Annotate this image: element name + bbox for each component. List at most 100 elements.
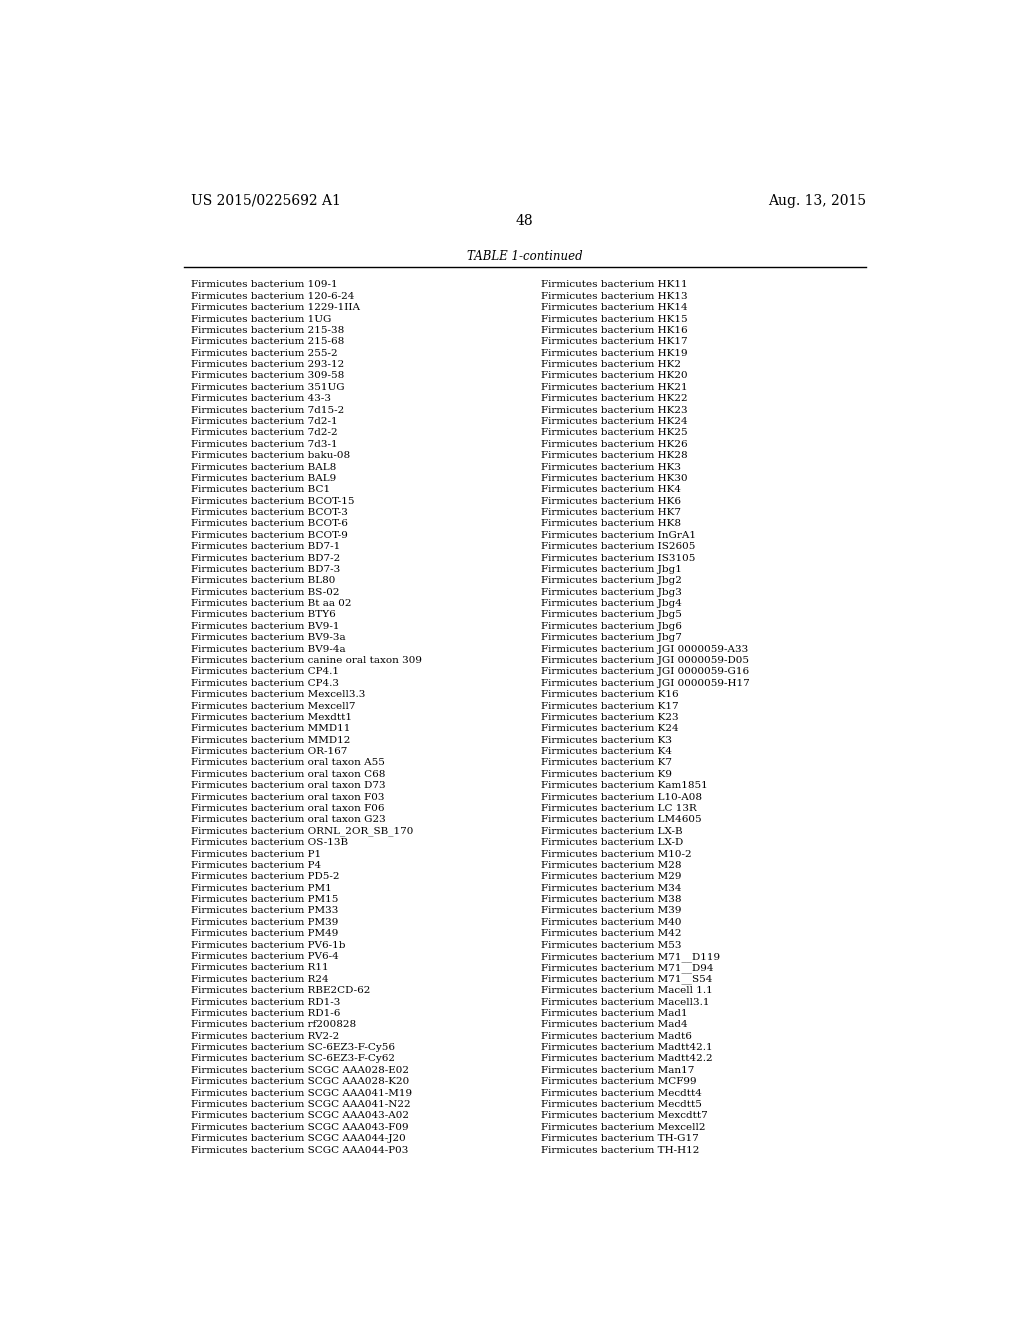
Text: Firmicutes bacterium HK17: Firmicutes bacterium HK17 <box>541 338 687 346</box>
Text: Firmicutes bacterium HK21: Firmicutes bacterium HK21 <box>541 383 687 392</box>
Text: Firmicutes bacterium Mexdtt1: Firmicutes bacterium Mexdtt1 <box>191 713 352 722</box>
Text: Firmicutes bacterium Mad4: Firmicutes bacterium Mad4 <box>541 1020 687 1030</box>
Text: Firmicutes bacterium M71__S54: Firmicutes bacterium M71__S54 <box>541 974 712 985</box>
Text: Firmicutes bacterium K9: Firmicutes bacterium K9 <box>541 770 672 779</box>
Text: Firmicutes bacterium PM15: Firmicutes bacterium PM15 <box>191 895 339 904</box>
Text: Firmicutes bacterium 309-58: Firmicutes bacterium 309-58 <box>191 371 345 380</box>
Text: Firmicutes bacterium BCOT-3: Firmicutes bacterium BCOT-3 <box>191 508 348 517</box>
Text: Firmicutes bacterium BAL9: Firmicutes bacterium BAL9 <box>191 474 337 483</box>
Text: Firmicutes bacterium Mecdtt5: Firmicutes bacterium Mecdtt5 <box>541 1100 701 1109</box>
Text: Firmicutes bacterium 7d2-1: Firmicutes bacterium 7d2-1 <box>191 417 338 426</box>
Text: Firmicutes bacterium 109-1: Firmicutes bacterium 109-1 <box>191 280 338 289</box>
Text: Firmicutes bacterium Jbg5: Firmicutes bacterium Jbg5 <box>541 610 682 619</box>
Text: Firmicutes bacterium BS-02: Firmicutes bacterium BS-02 <box>191 587 340 597</box>
Text: Firmicutes bacterium LX-B: Firmicutes bacterium LX-B <box>541 826 682 836</box>
Text: Firmicutes bacterium 7d3-1: Firmicutes bacterium 7d3-1 <box>191 440 338 449</box>
Text: Firmicutes bacterium HK11: Firmicutes bacterium HK11 <box>541 280 687 289</box>
Text: Firmicutes bacterium CP4.3: Firmicutes bacterium CP4.3 <box>191 678 340 688</box>
Text: Firmicutes bacterium K17: Firmicutes bacterium K17 <box>541 701 678 710</box>
Text: Firmicutes bacterium R11: Firmicutes bacterium R11 <box>191 964 329 973</box>
Text: Firmicutes bacterium MCF99: Firmicutes bacterium MCF99 <box>541 1077 696 1086</box>
Text: Firmicutes bacterium BV9-3a: Firmicutes bacterium BV9-3a <box>191 634 346 643</box>
Text: Firmicutes bacterium Mexcell3.3: Firmicutes bacterium Mexcell3.3 <box>191 690 366 700</box>
Text: Firmicutes bacterium PV6-4: Firmicutes bacterium PV6-4 <box>191 952 339 961</box>
Text: Firmicutes bacterium oral taxon A55: Firmicutes bacterium oral taxon A55 <box>191 759 385 767</box>
Text: Firmicutes bacterium HK26: Firmicutes bacterium HK26 <box>541 440 687 449</box>
Text: Firmicutes bacterium K7: Firmicutes bacterium K7 <box>541 759 672 767</box>
Text: Firmicutes bacterium HK24: Firmicutes bacterium HK24 <box>541 417 687 426</box>
Text: Firmicutes bacterium L10-A08: Firmicutes bacterium L10-A08 <box>541 792 701 801</box>
Text: Firmicutes bacterium P1: Firmicutes bacterium P1 <box>191 850 322 858</box>
Text: Firmicutes bacterium Jbg4: Firmicutes bacterium Jbg4 <box>541 599 682 609</box>
Text: Firmicutes bacterium OR-167: Firmicutes bacterium OR-167 <box>191 747 348 756</box>
Text: Firmicutes bacterium HK25: Firmicutes bacterium HK25 <box>541 429 687 437</box>
Text: Firmicutes bacterium PV6-1b: Firmicutes bacterium PV6-1b <box>191 941 346 949</box>
Text: Firmicutes bacterium JGI 0000059-H17: Firmicutes bacterium JGI 0000059-H17 <box>541 678 750 688</box>
Text: Firmicutes bacterium K16: Firmicutes bacterium K16 <box>541 690 678 700</box>
Text: Firmicutes bacterium PD5-2: Firmicutes bacterium PD5-2 <box>191 873 340 882</box>
Text: Firmicutes bacterium HK19: Firmicutes bacterium HK19 <box>541 348 687 358</box>
Text: Firmicutes bacterium M40: Firmicutes bacterium M40 <box>541 917 681 927</box>
Text: Firmicutes bacterium BV9-4a: Firmicutes bacterium BV9-4a <box>191 644 346 653</box>
Text: Firmicutes bacterium IS2605: Firmicutes bacterium IS2605 <box>541 543 695 552</box>
Text: Firmicutes bacterium TH-G17: Firmicutes bacterium TH-G17 <box>541 1134 698 1143</box>
Text: Firmicutes bacterium MMD12: Firmicutes bacterium MMD12 <box>191 735 351 744</box>
Text: Firmicutes bacterium 1229-1IIA: Firmicutes bacterium 1229-1IIA <box>191 304 360 312</box>
Text: Firmicutes bacterium HK28: Firmicutes bacterium HK28 <box>541 451 687 461</box>
Text: Firmicutes bacterium HK23: Firmicutes bacterium HK23 <box>541 405 687 414</box>
Text: Firmicutes bacterium M39: Firmicutes bacterium M39 <box>541 907 681 916</box>
Text: Firmicutes bacterium 215-38: Firmicutes bacterium 215-38 <box>191 326 345 335</box>
Text: Firmicutes bacterium 120-6-24: Firmicutes bacterium 120-6-24 <box>191 292 355 301</box>
Text: Firmicutes bacterium JGI 0000059-A33: Firmicutes bacterium JGI 0000059-A33 <box>541 644 748 653</box>
Text: Firmicutes bacterium PM33: Firmicutes bacterium PM33 <box>191 907 339 916</box>
Text: Firmicutes bacterium oral taxon F06: Firmicutes bacterium oral taxon F06 <box>191 804 385 813</box>
Text: Firmicutes bacterium HK22: Firmicutes bacterium HK22 <box>541 395 687 403</box>
Text: Firmicutes bacterium Macell 1.1: Firmicutes bacterium Macell 1.1 <box>541 986 713 995</box>
Text: Firmicutes bacterium BC1: Firmicutes bacterium BC1 <box>191 486 331 494</box>
Text: Firmicutes bacterium HK8: Firmicutes bacterium HK8 <box>541 520 681 528</box>
Text: Firmicutes bacterium Mexcell2: Firmicutes bacterium Mexcell2 <box>541 1123 706 1131</box>
Text: Firmicutes bacterium BCOT-6: Firmicutes bacterium BCOT-6 <box>191 520 348 528</box>
Text: Firmicutes bacterium BD7-1: Firmicutes bacterium BD7-1 <box>191 543 341 552</box>
Text: Firmicutes bacterium HK7: Firmicutes bacterium HK7 <box>541 508 681 517</box>
Text: Firmicutes bacterium PM49: Firmicutes bacterium PM49 <box>191 929 339 939</box>
Text: Firmicutes bacterium K4: Firmicutes bacterium K4 <box>541 747 672 756</box>
Text: Firmicutes bacterium SCGC AAA041-M19: Firmicutes bacterium SCGC AAA041-M19 <box>191 1089 413 1098</box>
Text: Firmicutes bacterium HK2: Firmicutes bacterium HK2 <box>541 360 681 370</box>
Text: Firmicutes bacterium HK20: Firmicutes bacterium HK20 <box>541 371 687 380</box>
Text: Firmicutes bacterium HK14: Firmicutes bacterium HK14 <box>541 304 687 312</box>
Text: Firmicutes bacterium M10-2: Firmicutes bacterium M10-2 <box>541 850 691 858</box>
Text: Firmicutes bacterium SC-6EZ3-F-Cy62: Firmicutes bacterium SC-6EZ3-F-Cy62 <box>191 1055 395 1064</box>
Text: Firmicutes bacterium BD7-3: Firmicutes bacterium BD7-3 <box>191 565 341 574</box>
Text: Firmicutes bacterium Macell3.1: Firmicutes bacterium Macell3.1 <box>541 998 710 1007</box>
Text: Firmicutes bacterium SCGC AAA028-E02: Firmicutes bacterium SCGC AAA028-E02 <box>191 1065 410 1074</box>
Text: Firmicutes bacterium 1UG: Firmicutes bacterium 1UG <box>191 314 332 323</box>
Text: Firmicutes bacterium BTY6: Firmicutes bacterium BTY6 <box>191 610 336 619</box>
Text: Firmicutes bacterium BCOT-15: Firmicutes bacterium BCOT-15 <box>191 496 355 506</box>
Text: Firmicutes bacterium 351UG: Firmicutes bacterium 351UG <box>191 383 345 392</box>
Text: Firmicutes bacterium Jbg1: Firmicutes bacterium Jbg1 <box>541 565 682 574</box>
Text: Firmicutes bacterium ORNL_2OR_SB_170: Firmicutes bacterium ORNL_2OR_SB_170 <box>191 826 414 837</box>
Text: Firmicutes bacterium SCGC AAA043-F09: Firmicutes bacterium SCGC AAA043-F09 <box>191 1123 410 1131</box>
Text: Firmicutes bacterium Mexcdtt7: Firmicutes bacterium Mexcdtt7 <box>541 1111 708 1121</box>
Text: Firmicutes bacterium 43-3: Firmicutes bacterium 43-3 <box>191 395 332 403</box>
Text: Firmicutes bacterium Madtt42.1: Firmicutes bacterium Madtt42.1 <box>541 1043 713 1052</box>
Text: Firmicutes bacterium Mexcell7: Firmicutes bacterium Mexcell7 <box>191 701 356 710</box>
Text: Firmicutes bacterium K24: Firmicutes bacterium K24 <box>541 725 678 734</box>
Text: Firmicutes bacterium K3: Firmicutes bacterium K3 <box>541 735 672 744</box>
Text: Firmicutes bacterium SCGC AAA041-N22: Firmicutes bacterium SCGC AAA041-N22 <box>191 1100 411 1109</box>
Text: Firmicutes bacterium HK3: Firmicutes bacterium HK3 <box>541 462 681 471</box>
Text: Firmicutes bacterium oral taxon D73: Firmicutes bacterium oral taxon D73 <box>191 781 386 791</box>
Text: Firmicutes bacterium HK4: Firmicutes bacterium HK4 <box>541 486 681 494</box>
Text: Firmicutes bacterium Man17: Firmicutes bacterium Man17 <box>541 1065 694 1074</box>
Text: Firmicutes bacterium Madt6: Firmicutes bacterium Madt6 <box>541 1032 691 1040</box>
Text: Firmicutes bacterium HK13: Firmicutes bacterium HK13 <box>541 292 687 301</box>
Text: Firmicutes bacterium Mad1: Firmicutes bacterium Mad1 <box>541 1008 687 1018</box>
Text: Firmicutes bacterium HK16: Firmicutes bacterium HK16 <box>541 326 687 335</box>
Text: Firmicutes bacterium PM39: Firmicutes bacterium PM39 <box>191 917 339 927</box>
Text: Firmicutes bacterium JGI 0000059-G16: Firmicutes bacterium JGI 0000059-G16 <box>541 668 749 676</box>
Text: Firmicutes bacterium JGI 0000059-D05: Firmicutes bacterium JGI 0000059-D05 <box>541 656 749 665</box>
Text: Firmicutes bacterium rf200828: Firmicutes bacterium rf200828 <box>191 1020 356 1030</box>
Text: Firmicutes bacterium M29: Firmicutes bacterium M29 <box>541 873 681 882</box>
Text: Firmicutes bacterium SCGC AAA044-J20: Firmicutes bacterium SCGC AAA044-J20 <box>191 1134 407 1143</box>
